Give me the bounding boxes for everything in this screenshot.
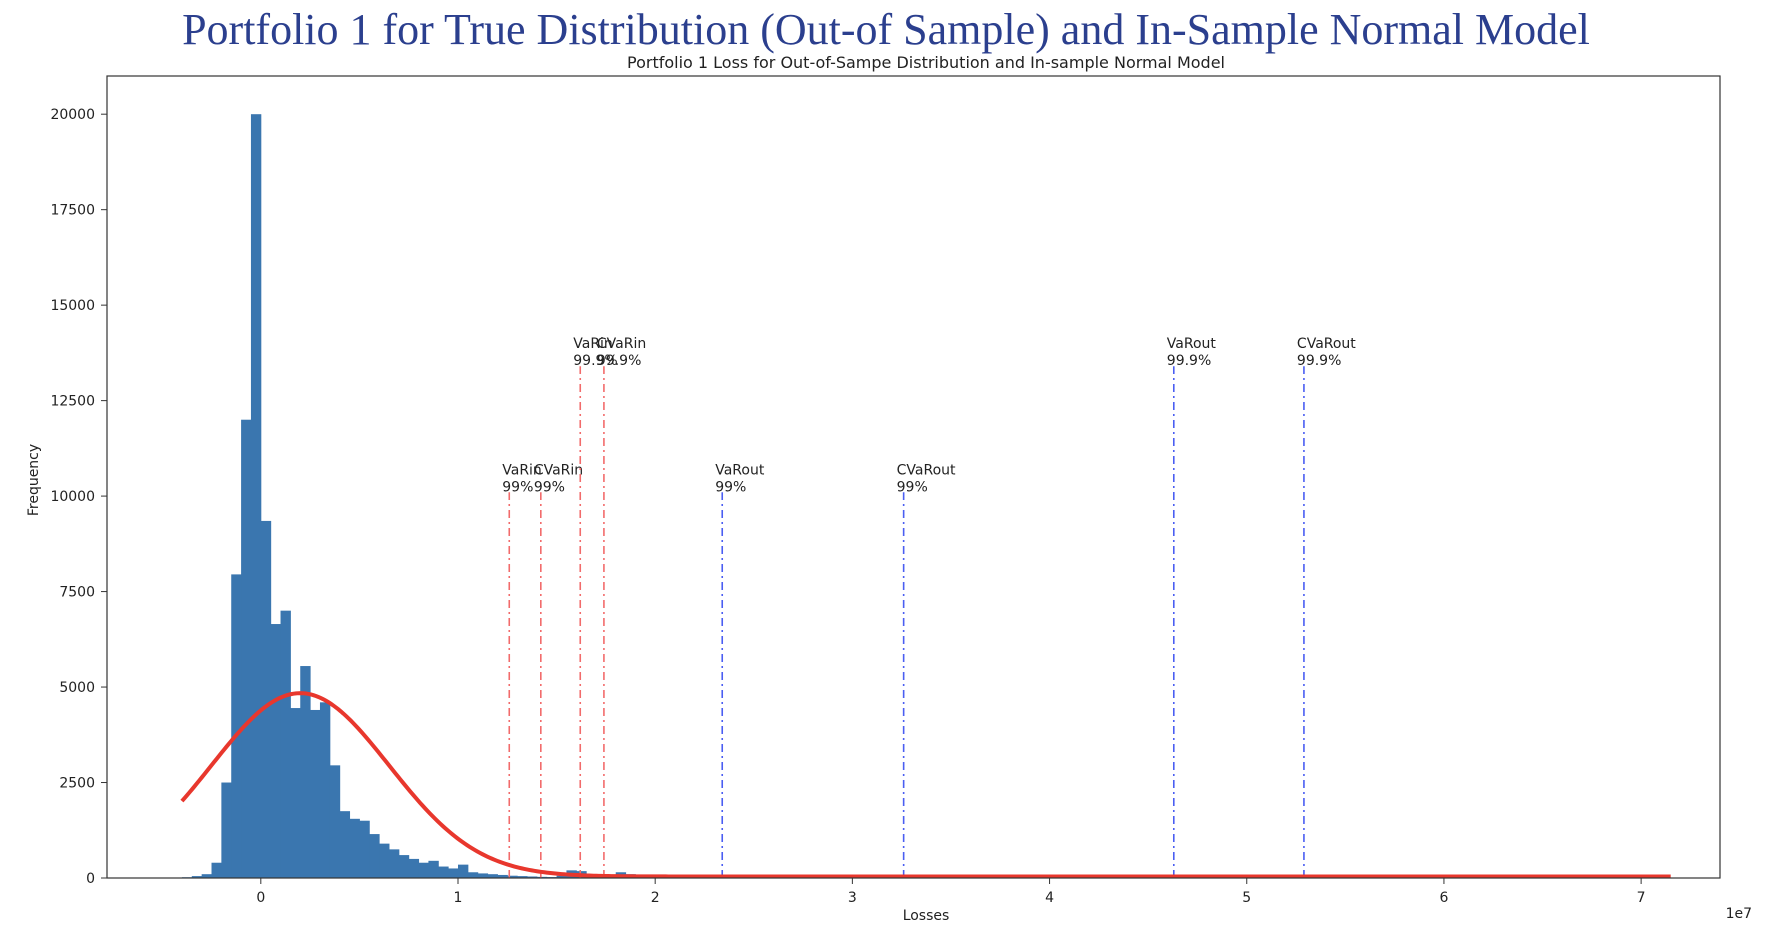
histogram-bar <box>428 860 439 878</box>
histogram-bar <box>487 874 498 878</box>
y-tick-label: 7500 <box>59 585 95 601</box>
histogram-bar <box>448 868 459 878</box>
risk-line-label: VaRout 99% <box>715 462 765 495</box>
histogram-bar <box>221 782 232 878</box>
x-tick-label: 6 <box>1439 890 1448 906</box>
histogram-bar <box>201 874 213 878</box>
histogram-bar <box>497 874 508 878</box>
normal-model-curve <box>180 691 1671 879</box>
plot-area: VaRin 99%CVaRin 99% VaRin 99.9%CVaRin 99.9% Va… <box>180 114 1671 879</box>
risk-line-label: CVaRin 99% <box>534 462 583 495</box>
histogram-bar <box>527 876 538 878</box>
y-tick-label: 12500 <box>50 394 95 410</box>
histogram-bar <box>369 834 380 878</box>
risk-line-label: VaRin 99.9% <box>573 336 617 369</box>
risk-line-label: VaRout 99.9% <box>1167 336 1217 369</box>
y-tick-label: 17500 <box>50 203 95 219</box>
risk-line-label: CVaRout 99.9% <box>1297 336 1356 369</box>
y-axis-label: Frequency <box>26 444 42 516</box>
y-tick-label: 2500 <box>59 776 95 792</box>
x-tick-label: 3 <box>848 890 857 906</box>
y-tick-label: 5000 <box>59 680 95 696</box>
risk-line-label: CVaRin 99.9% <box>597 336 646 369</box>
histogram-bar <box>191 876 203 878</box>
histogram-bar <box>310 709 321 878</box>
x-tick-label: 4 <box>1045 890 1054 906</box>
histogram-bar <box>457 864 469 878</box>
x-tick-label: 5 <box>1242 890 1251 906</box>
histogram-bar <box>250 114 262 878</box>
histogram-bar <box>408 858 420 878</box>
histogram-bar <box>359 820 370 878</box>
risk-line-label: VaRin 99% <box>502 462 542 495</box>
histogram-bar <box>349 818 360 878</box>
histogram-bar <box>319 702 331 878</box>
histogram-bar <box>418 862 429 878</box>
histogram-bar <box>329 765 341 878</box>
y-tick-label: 10000 <box>50 489 95 505</box>
plot-frame <box>106 75 1721 879</box>
y-tick-label: 0 <box>86 871 95 887</box>
histogram-bar <box>438 866 449 878</box>
histogram-bar <box>211 862 222 878</box>
histogram-bar <box>477 873 489 878</box>
histogram-bar <box>379 843 390 878</box>
x-axis-label: Losses <box>903 908 950 924</box>
slide-title: Portfolio 1 for True Distribution (Out-o… <box>182 5 1590 54</box>
x-tick-label: 1 <box>454 890 463 906</box>
risk-line-label: CVaRout 99% <box>897 462 956 495</box>
x-tick-label: 7 <box>1637 890 1646 906</box>
x-tick-label: 2 <box>651 890 660 906</box>
x-tick-label: 0 <box>256 890 265 906</box>
histogram-bar <box>260 520 272 878</box>
histogram-bar <box>270 624 282 878</box>
histogram-bar <box>231 574 242 878</box>
histogram-bar <box>300 666 311 878</box>
histogram-bar <box>467 872 479 878</box>
y-tick-label: 20000 <box>50 107 95 123</box>
chart-title: Portfolio 1 Loss for Out-of-Sampe Distri… <box>627 53 1225 72</box>
histogram-bar <box>388 849 400 878</box>
histogram-bar <box>507 875 518 878</box>
histogram-bar <box>290 708 301 878</box>
histogram-bar <box>280 610 291 878</box>
histogram-bar <box>339 811 351 878</box>
histogram-bar <box>241 419 252 878</box>
histogram-bar <box>556 875 567 878</box>
histogram-bar <box>398 855 410 878</box>
histogram-bar <box>517 876 528 878</box>
y-tick-label: 15000 <box>50 298 95 314</box>
x-axis-offset-label: 1e7 <box>1726 906 1752 922</box>
